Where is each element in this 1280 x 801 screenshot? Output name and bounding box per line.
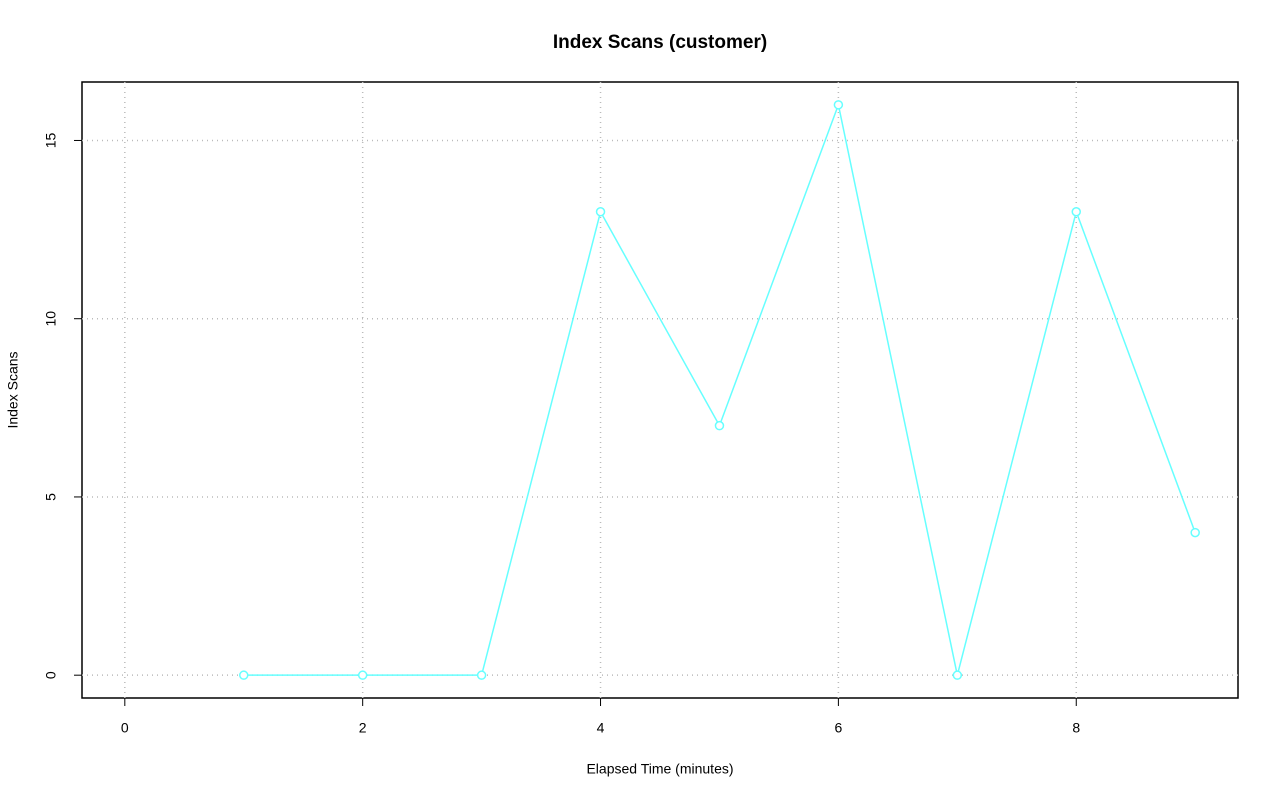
data-point — [357, 670, 368, 680]
series-line — [243, 102, 1196, 676]
x-tick-label: 0 — [121, 720, 129, 736]
y-tick-label: 0 — [43, 671, 59, 679]
y-axis-label: Index Scans — [5, 351, 21, 428]
plot-frame — [81, 81, 1239, 699]
data-point — [833, 100, 844, 110]
data-point — [952, 670, 963, 680]
x-axis-label: Elapsed Time (minutes) — [586, 761, 733, 777]
x-tick-label: 4 — [597, 720, 605, 736]
x-tick-label: 8 — [1072, 720, 1080, 736]
x-tick-label: 6 — [834, 720, 842, 736]
data-point — [1190, 527, 1200, 538]
y-tick-label: 15 — [43, 132, 59, 148]
x-tick-label: 2 — [359, 720, 367, 736]
data-point — [476, 670, 487, 680]
y-tick-label: 5 — [43, 493, 59, 501]
chart-title: Index Scans (customer) — [553, 32, 767, 53]
data-point — [595, 207, 606, 217]
data-point — [238, 670, 249, 680]
data-point — [1071, 207, 1082, 217]
data-point — [714, 420, 725, 431]
y-tick-label: 10 — [43, 311, 59, 327]
